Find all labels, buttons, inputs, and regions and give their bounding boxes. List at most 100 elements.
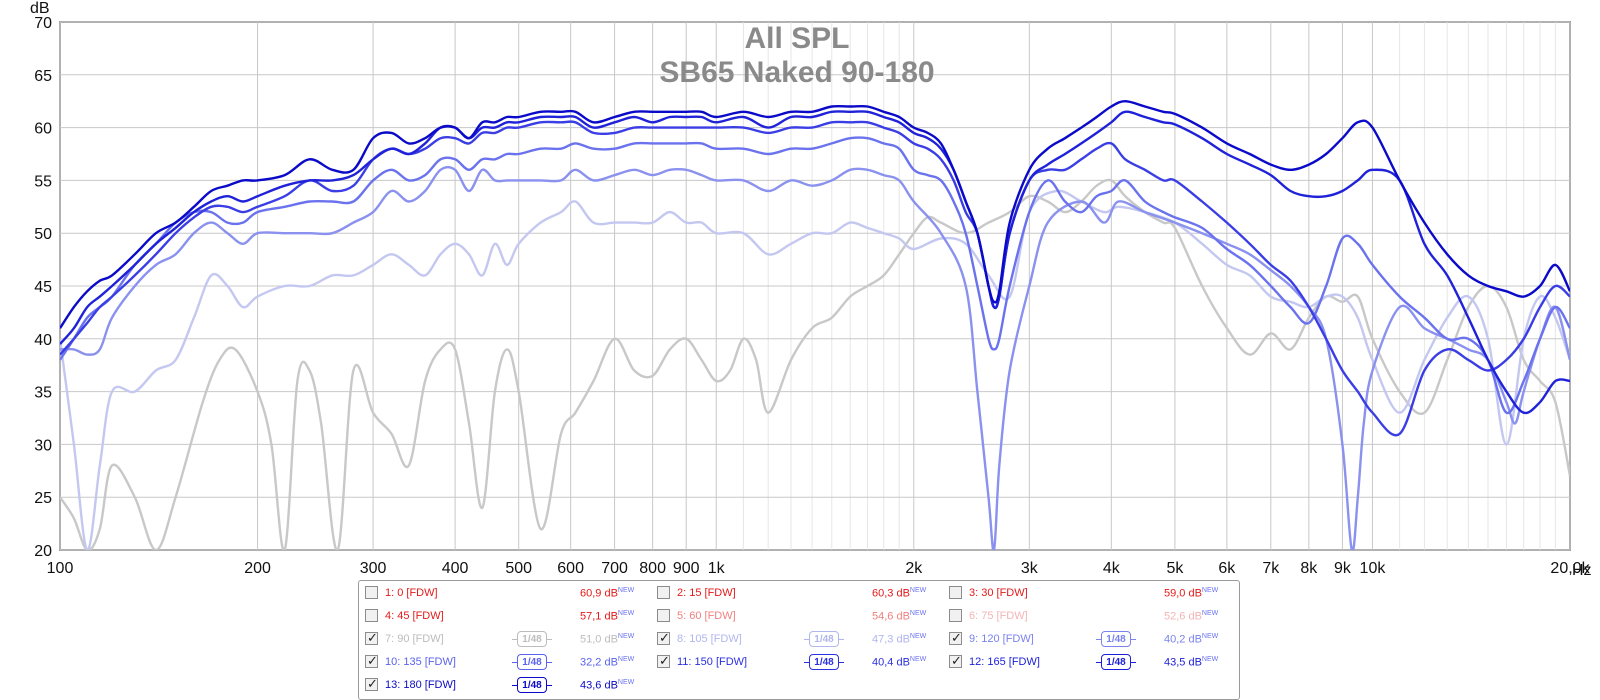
x-axis-unit: Hz <box>1572 562 1592 579</box>
x-tick-label: 300 <box>360 560 387 577</box>
legend-label: 11: 150 [FDW] <box>677 656 748 668</box>
legend-label: 1: 0 [FDW] <box>385 587 438 599</box>
x-tick-label: 20,0k <box>1550 560 1590 577</box>
legend-label: 12: 165 [FDW] <box>969 656 1040 668</box>
y-tick-label: 20 <box>34 543 52 560</box>
legend-checkbox[interactable] <box>657 609 670 622</box>
y-tick-label: 35 <box>34 385 52 402</box>
x-tick-label: 700 <box>601 560 628 577</box>
y-tick-label: 65 <box>34 68 52 85</box>
legend-value: 40,2 dBNEW <box>1164 633 1219 646</box>
legend-item[interactable]: 5: 60 [FDW] 54,6 dBNEW <box>657 607 942 627</box>
legend-checkbox[interactable] <box>365 609 378 622</box>
legend-value: 60,9 dBNEW <box>580 587 635 600</box>
legend-value: 40,4 dBNEW <box>872 656 927 669</box>
legend-checkbox[interactable] <box>365 586 378 599</box>
legend-value: 32,2 dBNEW <box>580 656 635 669</box>
legend-label: 9: 120 [FDW] <box>969 633 1034 645</box>
series-line-12 <box>60 110 1570 415</box>
legend-value: 43,6 dBNEW <box>580 679 635 692</box>
legend-checkbox[interactable] <box>657 586 670 599</box>
chart-title: All SPL <box>744 22 849 55</box>
legend-item[interactable]: 1: 0 [FDW] 60,9 dBNEW <box>365 584 650 604</box>
x-tick-label: 6k <box>1218 560 1236 577</box>
legend-item[interactable]: 4: 45 [FDW] 57,1 dBNEW <box>365 607 650 627</box>
legend-item[interactable]: 10: 135 [FDW] 1/48 32,2 dBNEW <box>365 653 650 673</box>
legend-label: 5: 60 [FDW] <box>677 610 736 622</box>
legend-label: 4: 45 [FDW] <box>385 610 444 622</box>
x-tick-label: 200 <box>244 560 271 577</box>
legend-value: 43,5 dBNEW <box>1164 656 1219 669</box>
legend-value: 59,0 dBNEW <box>1164 587 1219 600</box>
smoothing-button[interactable]: 1/48 <box>1096 631 1136 647</box>
y-tick-label: 40 <box>34 332 52 349</box>
series-line-8 <box>60 189 1570 550</box>
legend-value: 57,1 dBNEW <box>580 610 635 623</box>
legend-value: 51,0 dBNEW <box>580 633 635 646</box>
legend-item[interactable]: 7: 90 [FDW] 1/48 51,0 dBNEW <box>365 630 650 650</box>
smoothing-button[interactable]: 1/48 <box>804 631 844 647</box>
x-tick-label: 100 <box>47 560 74 577</box>
legend-checkbox[interactable] <box>657 653 670 669</box>
legend-panel: 1: 0 [FDW] 60,9 dBNEW 2: 15 [FDW] 60,3 dBNE… <box>358 580 1240 700</box>
x-tick-label: 600 <box>557 560 584 577</box>
legend-value: 60,3 dBNEW <box>872 587 927 600</box>
legend-label: 7: 90 [FDW] <box>385 633 444 645</box>
x-tick-label: 9k <box>1334 560 1352 577</box>
legend-item[interactable]: 9: 120 [FDW] 1/48 40,2 dBNEW <box>949 630 1234 650</box>
legend-value: 47,3 dBNEW <box>872 633 927 646</box>
x-tick-label: 3k <box>1021 560 1039 577</box>
legend-item[interactable]: 8: 105 [FDW] 1/48 47,3 dBNEW <box>657 630 942 650</box>
x-tick-label: 4k <box>1103 560 1121 577</box>
x-tick-label: 2k <box>905 560 923 577</box>
legend-item[interactable]: 11: 150 [FDW] 1/48 40,4 dBNEW <box>657 653 942 673</box>
legend-checkbox[interactable] <box>949 653 962 669</box>
x-tick-label: 500 <box>505 560 532 577</box>
x-tick-label: 1k <box>708 560 726 577</box>
legend-value: 52,6 dBNEW <box>1164 610 1219 623</box>
y-tick-label: 55 <box>34 173 52 190</box>
x-tick-label: 7k <box>1262 560 1280 577</box>
legend-checkbox[interactable] <box>949 630 962 646</box>
legend-item[interactable]: 3: 30 [FDW] 59,0 dBNEW <box>949 584 1234 604</box>
legend-checkbox[interactable] <box>365 676 378 692</box>
x-tick-label: 900 <box>673 560 700 577</box>
series-lines <box>60 100 1570 550</box>
series-line-11 <box>60 120 1570 437</box>
legend-label: 2: 15 [FDW] <box>677 587 736 599</box>
legend-checkbox[interactable] <box>949 586 962 599</box>
legend-item[interactable]: 12: 165 [FDW] 1/48 43,5 dBNEW <box>949 653 1234 673</box>
legend-checkbox[interactable] <box>657 630 670 646</box>
y-tick-label: 50 <box>34 226 52 243</box>
y-tick-label: 70 <box>34 15 52 32</box>
series-line-10 <box>60 136 1570 415</box>
y-tick-label: 45 <box>34 279 52 296</box>
legend-label: 10: 135 [FDW] <box>385 656 456 668</box>
legend-item[interactable]: 6: 75 [FDW] 52,6 dBNEW <box>949 607 1234 627</box>
legend-checkbox[interactable] <box>365 630 378 646</box>
smoothing-button[interactable]: 1/48 <box>512 654 552 670</box>
y-tick-label: 25 <box>34 490 52 507</box>
legend-label: 3: 30 [FDW] <box>969 587 1028 599</box>
axis-ticks: 100 200 300 400 500 600 700 800 900 1k 2k 3k 4k 5k 6k 7… <box>34 15 1590 577</box>
smoothing-button[interactable]: 1/48 <box>804 654 844 670</box>
smoothing-button[interactable]: 1/48 <box>1096 654 1136 670</box>
series-line-13 <box>60 100 1570 329</box>
series-line-7 <box>60 178 1570 550</box>
x-tick-label: 400 <box>442 560 469 577</box>
legend-checkbox[interactable] <box>365 653 378 669</box>
legend-checkbox[interactable] <box>949 609 962 622</box>
smoothing-button[interactable]: 1/48 <box>512 677 552 693</box>
spl-chart: 100 200 300 400 500 600 700 800 900 1k 2k 3k 4k 5k 6k 7… <box>30 0 1592 579</box>
y-tick-label: 30 <box>34 437 52 454</box>
legend-item[interactable]: 2: 15 [FDW] 60,3 dBNEW <box>657 584 942 604</box>
legend-item[interactable]: 13: 180 [FDW] 1/48 43,6 dBNEW <box>365 676 650 696</box>
legend-label: 6: 75 [FDW] <box>969 610 1028 622</box>
smoothing-button[interactable]: 1/48 <box>512 631 552 647</box>
chart-subtitle: SB65 Naked 90-180 <box>659 56 934 89</box>
x-tick-label: 5k <box>1166 560 1184 577</box>
legend-label: 8: 105 [FDW] <box>677 633 742 645</box>
x-tick-label: 10k <box>1360 560 1387 577</box>
y-axis-label: dB <box>30 0 50 17</box>
x-tick-label: 800 <box>639 560 666 577</box>
